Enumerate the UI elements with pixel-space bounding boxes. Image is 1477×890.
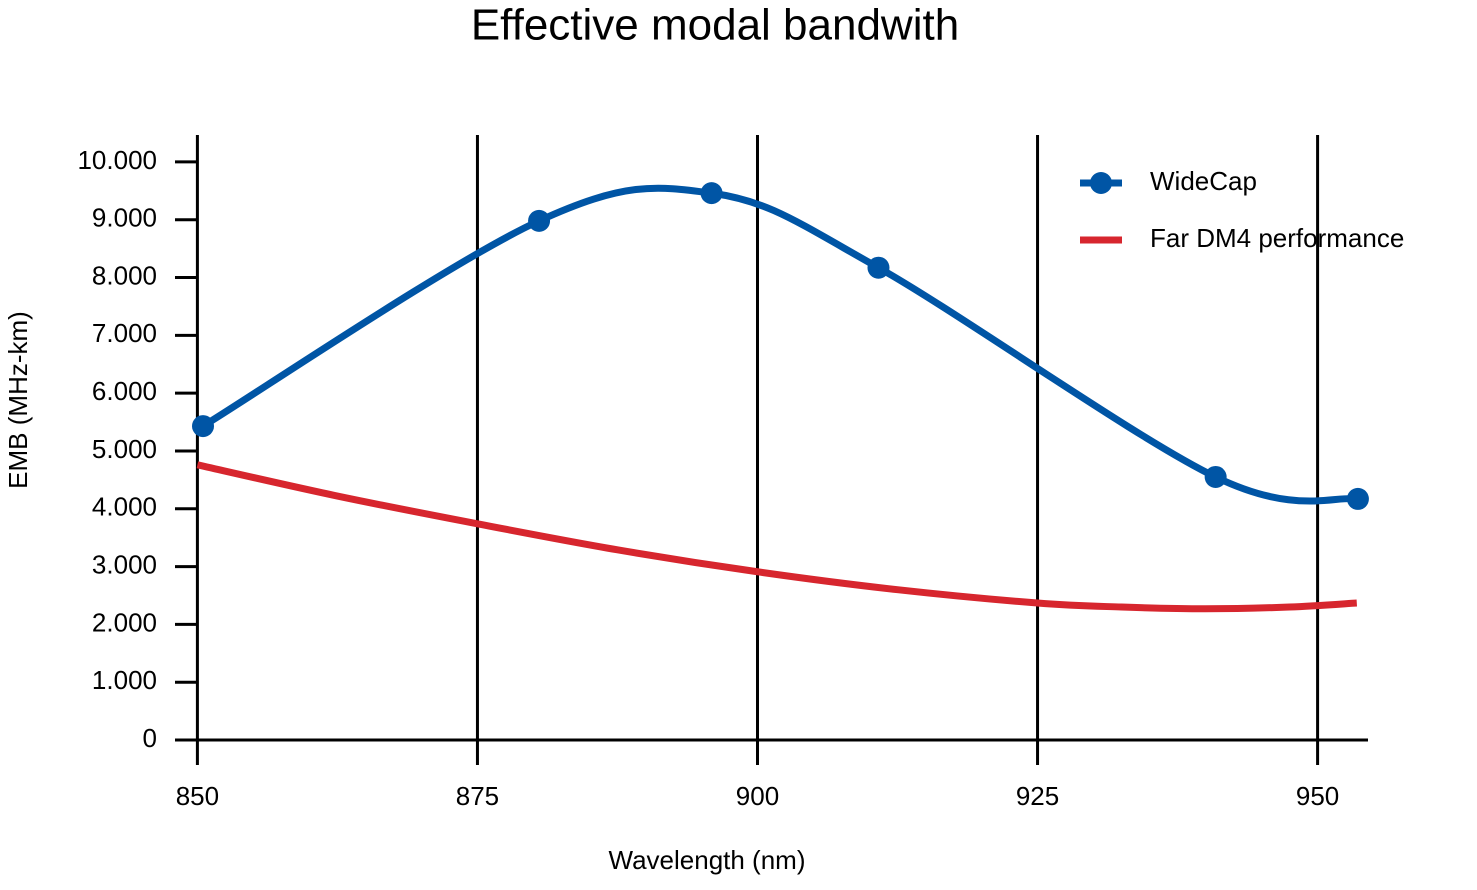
y-axis-label: EMB (MHz-km): [3, 311, 33, 489]
y-tick-label: 4.000: [92, 492, 157, 522]
y-tick-label: 6.000: [92, 376, 157, 406]
y-tick-label: 10.000: [77, 145, 157, 175]
y-tick-label: 2.000: [92, 607, 157, 637]
x-tick-label: 950: [1296, 781, 1339, 811]
x-axis-label: Wavelength (nm): [609, 845, 806, 875]
marker: [700, 182, 723, 205]
y-tick-label: 9.000: [92, 203, 157, 233]
x-tick-label: 900: [736, 781, 779, 811]
y-tick-label: 0: [143, 723, 157, 753]
marker: [528, 209, 551, 232]
y-tick-label: 8.000: [92, 260, 157, 290]
line: [196, 461, 1358, 613]
y-tick-label: 5.000: [92, 434, 157, 464]
x-tick-label: 850: [176, 781, 219, 811]
chart-title: Effective modal bandwith: [471, 1, 959, 50]
y-tick-label: 1.000: [92, 665, 157, 695]
legend-label: WideCap: [1150, 166, 1257, 196]
marker: [1204, 465, 1227, 488]
marker: [1346, 487, 1369, 510]
y-tick-label: 7.000: [92, 318, 157, 348]
x-tick-label: 875: [456, 781, 499, 811]
y-tick-label: 3.000: [92, 549, 157, 579]
marker: [867, 256, 890, 279]
legend-marker: [1090, 172, 1112, 194]
x-tick-label: 925: [1016, 781, 1059, 811]
legend-label: Far DM4 performance: [1150, 223, 1404, 253]
marker: [192, 415, 215, 438]
